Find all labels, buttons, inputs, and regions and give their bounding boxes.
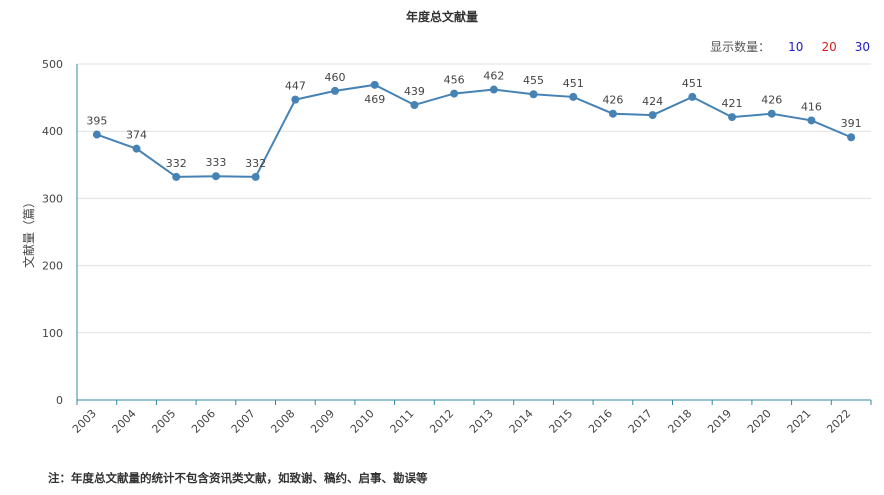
data-point[interactable] <box>489 85 498 94</box>
data-point[interactable] <box>847 133 856 142</box>
data-label: 456 <box>444 74 465 87</box>
x-tick-label: 2014 <box>507 407 536 436</box>
data-label: 455 <box>523 74 544 87</box>
data-label: 332 <box>166 157 187 170</box>
x-tick-label: 2013 <box>467 407 496 436</box>
y-tick-label: 200 <box>42 260 63 273</box>
data-point[interactable] <box>767 109 776 118</box>
data-label: 421 <box>722 97 743 110</box>
data-label: 374 <box>126 129 147 142</box>
x-tick-label: 2018 <box>665 407 694 436</box>
y-tick-label: 400 <box>42 125 63 138</box>
count-option-20[interactable]: 20 <box>821 39 837 54</box>
data-label: 451 <box>563 77 584 90</box>
data-label: 332 <box>245 157 266 170</box>
footnote: 注：年度总文献量的统计不包含资讯类文献，如致谢、稿约、启事、勘误等 <box>48 471 428 485</box>
data-point[interactable] <box>92 130 101 139</box>
display-count-selector: 显示数量： 10 20 30 <box>710 38 870 55</box>
chart-title: 年度总文献量 <box>405 10 478 24</box>
data-point[interactable] <box>331 86 340 95</box>
x-tick-label: 2004 <box>110 407 139 436</box>
x-tick-label: 2012 <box>427 407 456 436</box>
data-label: 451 <box>682 77 703 90</box>
data-point[interactable] <box>728 113 737 122</box>
data-point[interactable] <box>370 80 379 89</box>
count-option-30[interactable]: 30 <box>854 39 870 54</box>
data-point[interactable] <box>648 111 657 120</box>
data-point[interactable] <box>569 92 578 101</box>
y-tick-label: 500 <box>42 58 63 71</box>
data-point[interactable] <box>450 89 459 98</box>
data-point[interactable] <box>529 90 538 99</box>
x-tick-label: 2019 <box>705 407 734 436</box>
x-tick-label: 2008 <box>268 407 297 436</box>
data-point[interactable] <box>608 109 617 118</box>
x-tick-label: 2009 <box>308 407 337 436</box>
data-label: 462 <box>483 70 504 83</box>
count-option-10[interactable]: 10 <box>788 39 804 54</box>
x-tick-label: 2020 <box>745 407 774 436</box>
x-tick-label: 2015 <box>546 407 575 436</box>
x-tick-label: 2022 <box>824 407 853 436</box>
axis-layer: 0 100 200 300 400 500 2003 2004 2005 2006 2007 2008… <box>42 58 872 436</box>
x-tick-label: 2007 <box>229 407 258 436</box>
data-label: 333 <box>205 156 226 169</box>
data-label: 395 <box>86 115 107 128</box>
y-tick-label: 0 <box>56 394 63 407</box>
display-count-label: 显示数量： <box>710 40 771 54</box>
x-tick-label: 2011 <box>388 407 417 436</box>
data-point[interactable] <box>688 92 697 101</box>
data-label: 439 <box>404 85 425 98</box>
data-label-layer: 395 374 332 333 332 447 460 469 439 456 462 455 451 4… <box>86 70 861 170</box>
data-point[interactable] <box>807 116 816 125</box>
data-point[interactable] <box>251 172 260 181</box>
x-tick-label: 2021 <box>785 407 814 436</box>
data-label: 391 <box>841 117 862 130</box>
data-point[interactable] <box>172 172 181 181</box>
data-label: 416 <box>801 100 822 113</box>
x-tick-label: 2010 <box>348 407 377 436</box>
x-tick-label: 2006 <box>189 407 218 436</box>
x-tick-label: 2003 <box>70 407 99 436</box>
x-tick-label: 2005 <box>149 407 178 436</box>
data-point[interactable] <box>410 100 419 109</box>
data-point[interactable] <box>291 95 300 104</box>
data-label: 426 <box>761 94 782 107</box>
x-tick-label: 2016 <box>586 407 615 436</box>
y-tick-label: 100 <box>42 327 63 340</box>
data-label: 460 <box>325 71 346 84</box>
y-tick-label: 300 <box>42 192 63 205</box>
data-label: 447 <box>285 80 306 93</box>
data-label: 469 <box>364 93 385 106</box>
series-line <box>96 83 852 178</box>
grid-layer <box>77 63 871 334</box>
series-layer <box>92 80 856 181</box>
x-tick-label: 2017 <box>626 407 655 436</box>
data-point[interactable] <box>132 144 141 153</box>
data-point[interactable] <box>211 172 220 181</box>
data-label: 426 <box>602 94 623 107</box>
data-label: 424 <box>642 95 663 108</box>
y-axis-label: 文献量（篇） <box>21 196 36 268</box>
